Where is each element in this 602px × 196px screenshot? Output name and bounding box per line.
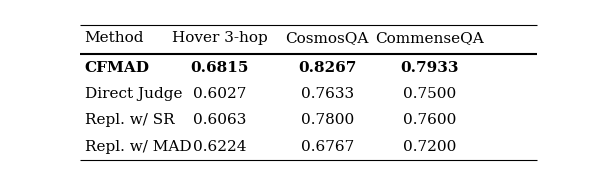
Text: 0.7633: 0.7633	[300, 87, 354, 101]
Text: 0.7933: 0.7933	[400, 61, 459, 75]
Text: 0.6767: 0.6767	[300, 140, 354, 154]
Text: Direct Judge: Direct Judge	[84, 87, 182, 101]
Text: 0.6063: 0.6063	[193, 113, 247, 127]
Text: 0.6224: 0.6224	[193, 140, 247, 154]
Text: Hover 3-hop: Hover 3-hop	[172, 31, 268, 45]
Text: CommenseQA: CommenseQA	[376, 31, 484, 45]
Text: 0.8267: 0.8267	[298, 61, 356, 75]
Text: 0.7800: 0.7800	[300, 113, 354, 127]
Text: Repl. w/ SR: Repl. w/ SR	[84, 113, 174, 127]
Text: 0.7500: 0.7500	[403, 87, 456, 101]
Text: CFMAD: CFMAD	[84, 61, 149, 75]
Text: 0.7600: 0.7600	[403, 113, 456, 127]
Text: 0.6027: 0.6027	[193, 87, 247, 101]
Text: 0.7200: 0.7200	[403, 140, 456, 154]
Text: Method: Method	[84, 31, 144, 45]
Text: 0.6815: 0.6815	[191, 61, 249, 75]
Text: Repl. w/ MAD: Repl. w/ MAD	[84, 140, 191, 154]
Text: CosmosQA: CosmosQA	[285, 31, 369, 45]
